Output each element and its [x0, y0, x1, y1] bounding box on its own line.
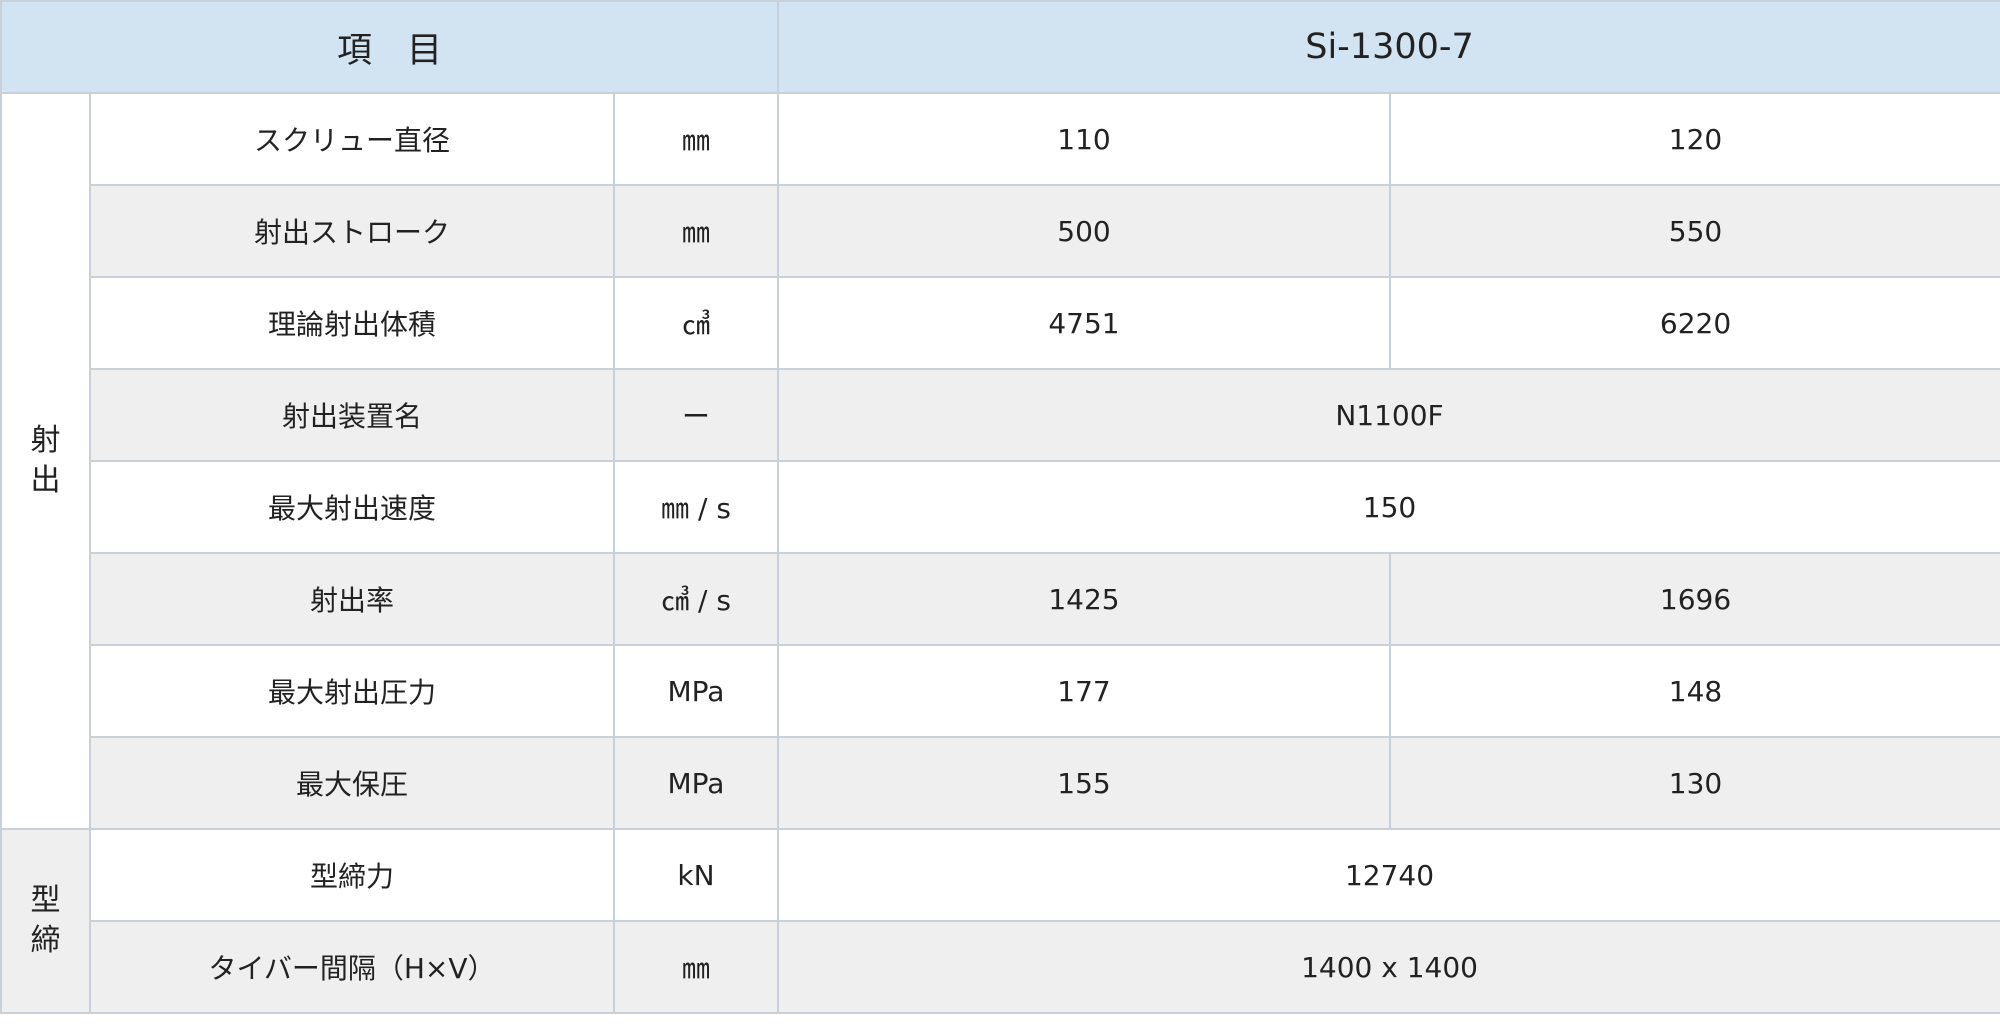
value-cell: 110 [777, 92, 1391, 186]
item-name: 理論射出体積 [89, 276, 615, 370]
value-cell: 1425 [777, 552, 1391, 646]
item-name: 射出率 [89, 552, 615, 646]
unit: ㎜ [613, 184, 779, 278]
value-cell: 150 [776, 460, 2000, 554]
value-cell: 12740 [776, 828, 2000, 922]
unit: ㎤ [613, 276, 779, 370]
unit: ー [613, 368, 779, 462]
table-row: 最大保圧 MPa 155 130 [1, 736, 2000, 830]
unit: ㎜ [613, 92, 779, 186]
value-cell: 500 [777, 184, 1391, 278]
header-item: 項 目 [0, 0, 779, 94]
item-name: 最大射出圧力 [89, 644, 615, 738]
table-row: 型 締型締力 kN 12740 [0, 828, 2000, 1014]
unit: MPa [613, 644, 779, 738]
value-cell: 550 [1388, 184, 2000, 278]
item-name: タイバー間隔（H×V） [89, 920, 615, 1014]
item-name: スクリュー直径 [89, 92, 615, 186]
unit: ㎜ / s [613, 460, 779, 554]
group-label: 射 出 [0, 92, 91, 830]
item-name: 最大保圧 [89, 736, 615, 830]
value-cell: 130 [1388, 736, 2000, 830]
value-cell: 177 [777, 644, 1391, 738]
item-name: 射出装置名 [89, 368, 615, 462]
value-cell: 1400 x 1400 [776, 920, 2000, 1014]
value-cell: 1696 [1388, 552, 2000, 646]
item-name: 射出ストローク [89, 184, 615, 278]
table-row: 射出装置名ー N1100F [1, 368, 2000, 462]
item-name: 最大射出速度 [89, 460, 615, 554]
value-cell: 155 [777, 736, 1391, 830]
header-model: Si-1300-7 [776, 0, 2000, 94]
header-row: 項 目 Si-1300-7 [0, 0, 2000, 94]
table-row: 最大射出圧力 MPa 177 148 [1, 644, 2000, 738]
unit: ㎤ / s [613, 552, 779, 646]
value-cell: 148 [1388, 644, 2000, 738]
group-label: 型 締 [0, 828, 91, 1014]
value-cell: 6220 [1388, 276, 2000, 370]
value-cell: N1100F [776, 368, 2000, 462]
table-row: タイバー間隔（H×V）㎜ 1400 x 1400 [1, 920, 2000, 1014]
item-name: 型締力 [89, 828, 615, 922]
unit: MPa [613, 736, 779, 830]
unit: kN [613, 828, 779, 922]
unit: ㎜ [613, 920, 779, 1014]
value-cell: 4751 [777, 276, 1391, 370]
value-cell: 120 [1388, 92, 2000, 186]
